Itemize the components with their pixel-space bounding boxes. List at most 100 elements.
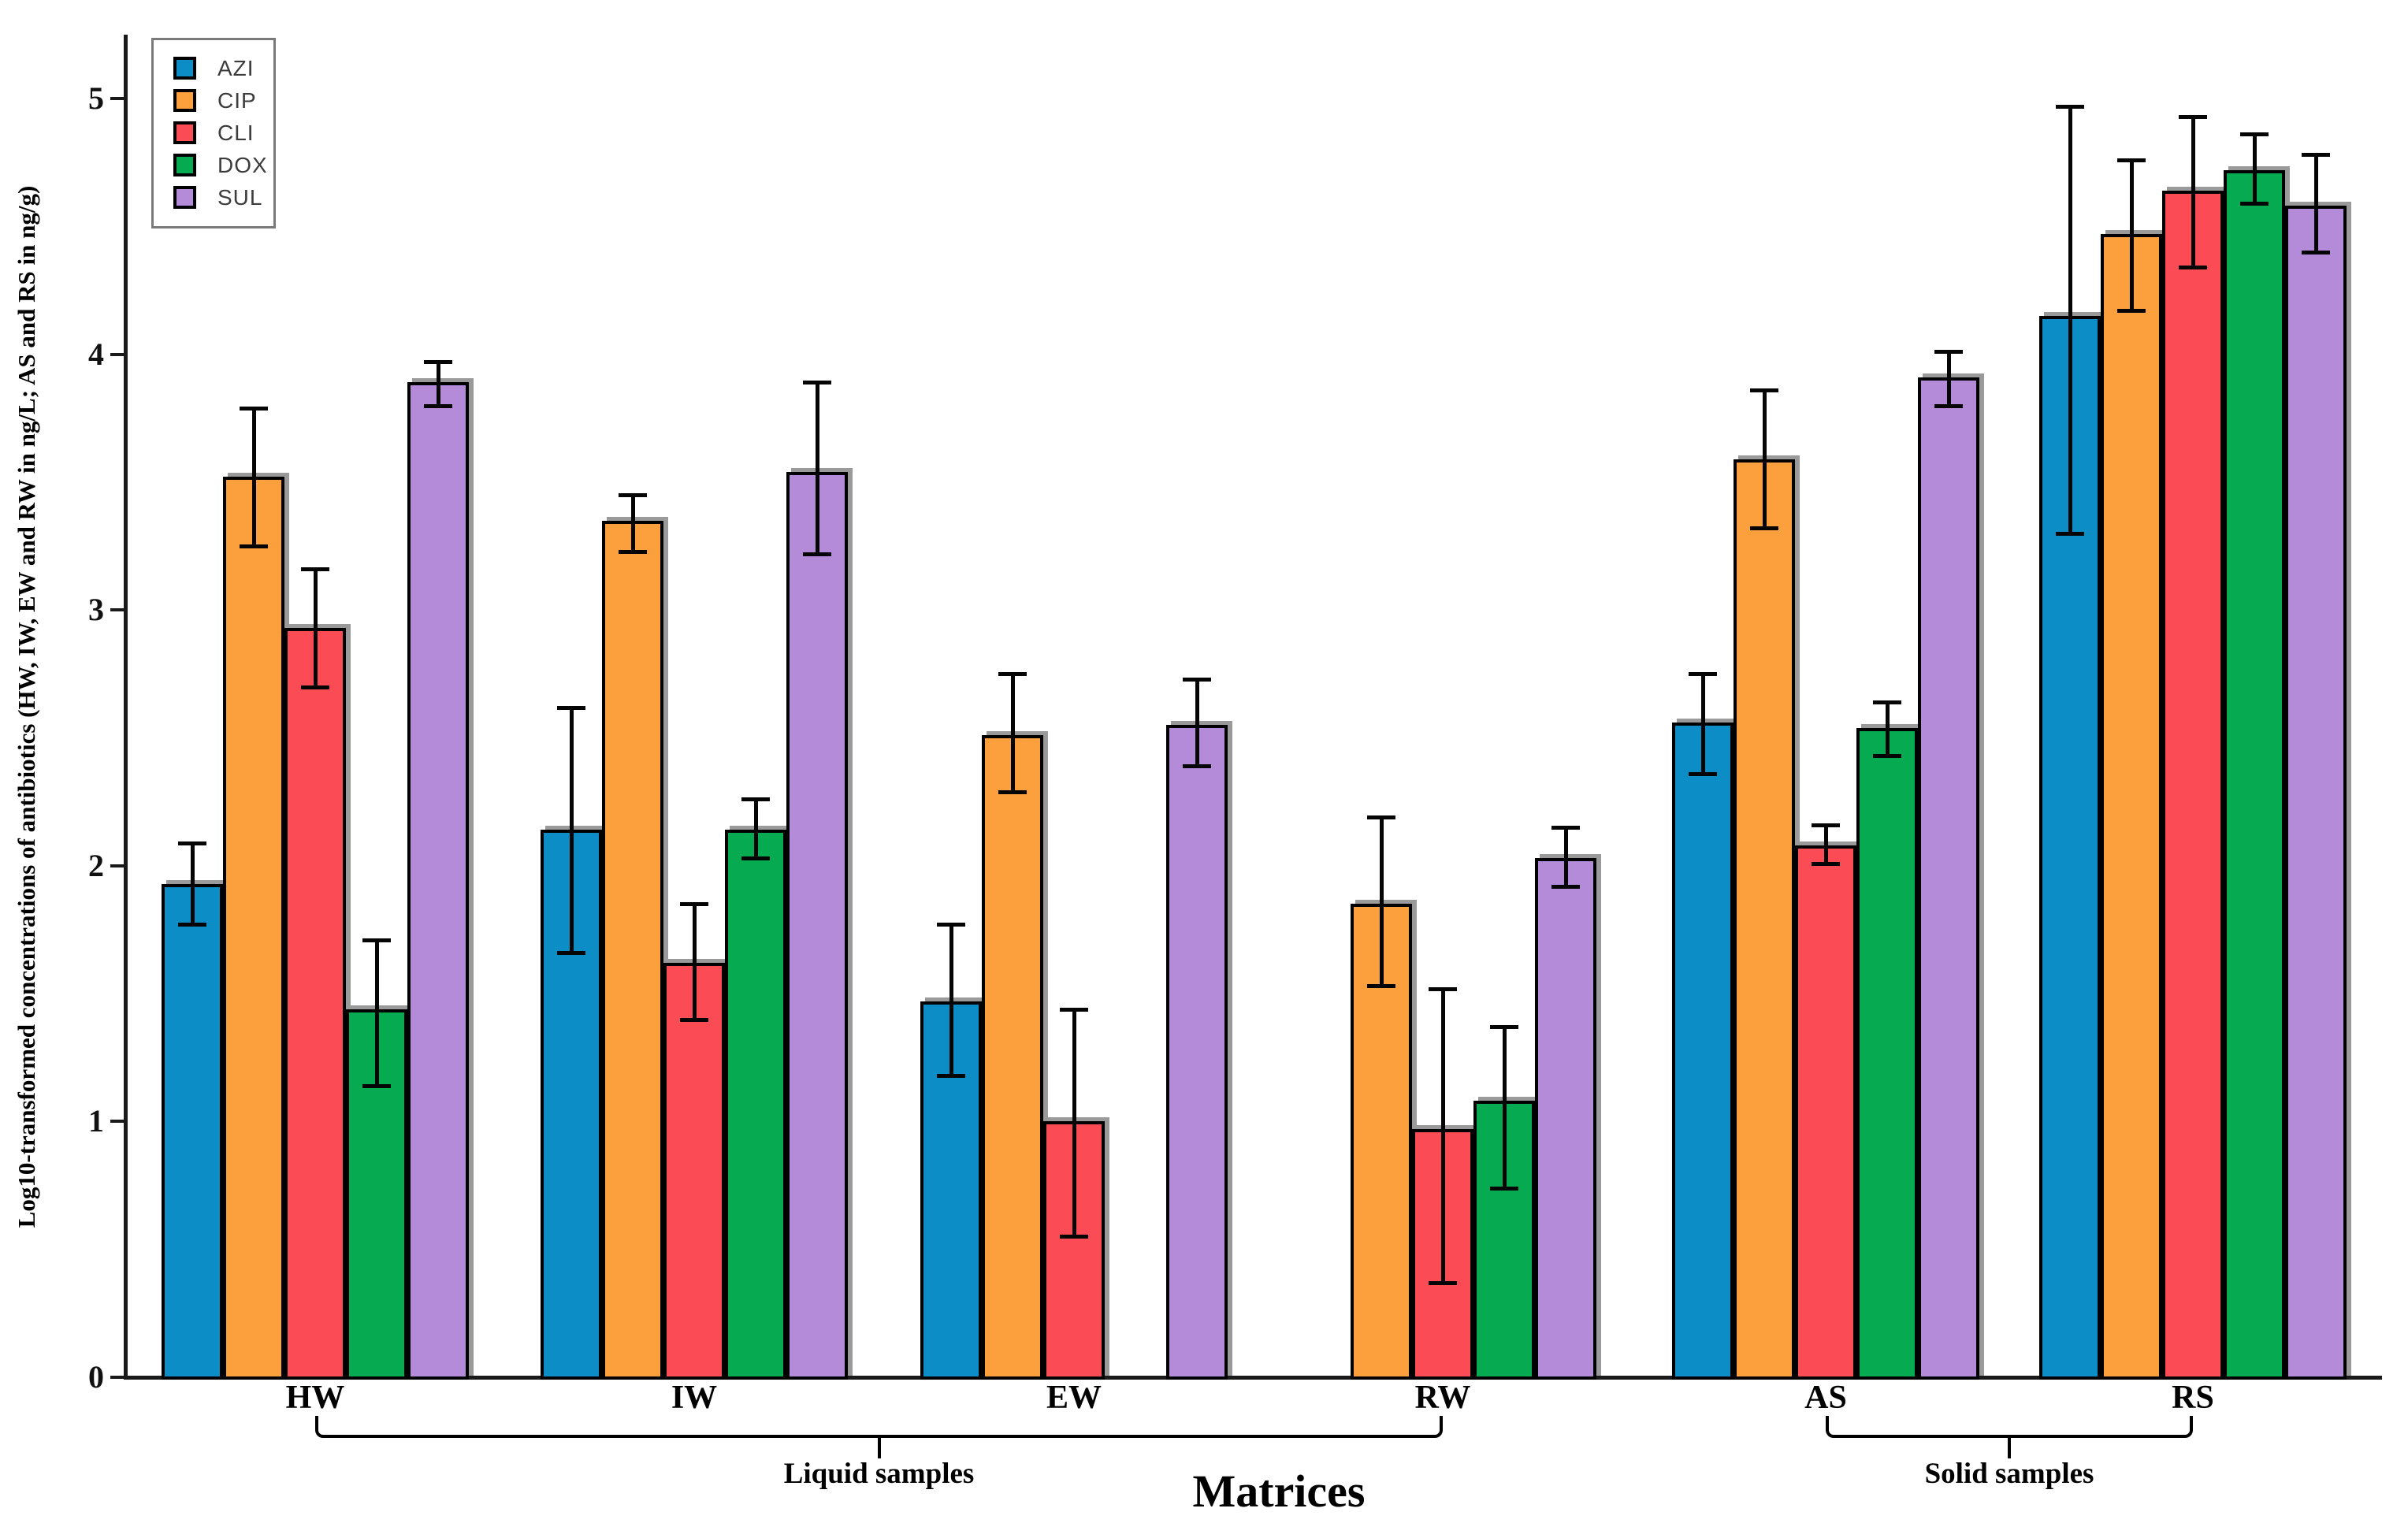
error-cap-bottom-CIP-RS: [2117, 309, 2146, 314]
legend-swatch-CLI: [173, 121, 196, 144]
x-axis-title: Matrices: [1192, 1466, 1366, 1517]
error-bar-SUL-RW: [1563, 827, 1568, 886]
error-cap-bottom-CIP-RW: [1367, 984, 1395, 989]
error-cap-top-AZI-AS: [1689, 672, 1717, 677]
legend-item-CLI: CLI: [154, 117, 273, 149]
legend-item-AZI: AZI: [154, 52, 273, 84]
error-bar-CIP-HW: [251, 407, 256, 547]
y-tick-label: 0: [88, 1359, 104, 1395]
legend-swatch-AZI: [173, 57, 196, 80]
bracket-label-solid-samples: Solid samples: [1924, 1458, 2094, 1490]
error-cap-top-DOX-HW: [362, 938, 391, 942]
error-bar-AZI-AS: [1700, 674, 1705, 774]
legend-item-DOX: DOX: [154, 149, 273, 181]
bar-CIP-RS: [2101, 234, 2162, 1380]
legend-item-CIP: CIP: [154, 84, 273, 117]
error-cap-top-SUL-IW: [803, 381, 831, 385]
error-cap-bottom-SUL-RW: [1551, 884, 1580, 889]
error-bar-CLI-RW: [1440, 988, 1445, 1283]
error-bar-CIP-EW: [1010, 674, 1015, 792]
bracket-notch: [877, 1436, 881, 1458]
bracket-notch: [2008, 1436, 2011, 1458]
error-cap-bottom-CIP-AS: [1750, 526, 1778, 531]
y-tick-label: 5: [88, 80, 104, 116]
error-cap-bottom-SUL-AS: [1934, 403, 1963, 408]
error-cap-top-CLI-HW: [301, 567, 329, 572]
error-cap-bottom-DOX-RS: [2240, 202, 2269, 206]
y-tick-label: 2: [88, 847, 104, 883]
bar-AZI-HW: [162, 883, 223, 1380]
error-cap-bottom-CLI-RS: [2179, 266, 2207, 270]
error-cap-top-CLI-RW: [1429, 986, 1457, 991]
legend-label: AZI: [217, 55, 255, 80]
bar-DOX-RW: [1473, 1101, 1535, 1380]
x-tick-label-EW: EW: [1046, 1380, 1102, 1416]
error-cap-top-DOX-AS: [1873, 700, 1901, 705]
bar-DOX-RS: [2224, 169, 2285, 1380]
bar-CIP-HW: [223, 477, 284, 1380]
bar-DOX-IW: [725, 830, 786, 1380]
error-cap-bottom-DOX-IW: [741, 856, 770, 861]
error-cap-bottom-SUL-RS: [2302, 250, 2330, 254]
error-cap-bottom-SUL-HW: [424, 403, 452, 408]
error-cap-bottom-CLI-RW: [1429, 1280, 1457, 1285]
error-bar-DOX-AS: [1885, 702, 1890, 756]
bar-SUL-AS: [1918, 377, 1979, 1380]
error-cap-bottom-AZI-EW: [937, 1073, 965, 1078]
error-bar-SUL-AS: [1946, 351, 1951, 406]
error-cap-top-DOX-RS: [2240, 132, 2269, 137]
y-axis-title: Log10-transformed concentrations of anti…: [13, 185, 40, 1228]
error-bar-CLI-HW: [313, 569, 318, 687]
bar-CIP-RW: [1351, 904, 1412, 1380]
error-bar-DOX-RW: [1502, 1027, 1507, 1188]
error-cap-bottom-AZI-IW: [557, 951, 585, 956]
error-cap-bottom-CLI-EW: [1060, 1235, 1088, 1239]
error-cap-top-AZI-IW: [557, 705, 585, 710]
error-cap-top-CIP-IW: [619, 493, 647, 498]
y-tick-mark: [110, 97, 125, 100]
bar-SUL-IW: [786, 471, 848, 1380]
error-cap-bottom-CIP-IW: [619, 549, 647, 554]
error-bar-CLI-IW: [692, 904, 697, 1020]
bar-SUL-HW: [407, 382, 469, 1380]
error-bar-CIP-IW: [630, 495, 635, 552]
y-tick-mark: [110, 1120, 125, 1124]
error-cap-top-SUL-AS: [1934, 350, 1963, 355]
y-tick-mark: [110, 608, 125, 612]
error-bar-AZI-IW: [569, 707, 574, 953]
error-bar-SUL-RS: [2313, 154, 2318, 252]
bracket-label-liquid-samples: Liquid samples: [783, 1458, 975, 1490]
y-tick-mark: [110, 352, 125, 356]
bar-SUL-RW: [1535, 858, 1596, 1380]
error-bar-DOX-RS: [2252, 134, 2257, 204]
y-tick-label: 3: [88, 592, 104, 628]
error-bar-CIP-RS: [2129, 159, 2134, 311]
error-cap-bottom-CLI-AS: [1812, 861, 1840, 866]
bar-CLI-AS: [1795, 845, 1856, 1380]
legend: AZI CIP CLI DOX SUL: [151, 38, 276, 228]
error-cap-bottom-AZI-AS: [1689, 771, 1717, 776]
bar-SUL-EW: [1166, 725, 1228, 1380]
error-cap-top-CLI-EW: [1060, 1007, 1088, 1012]
error-cap-top-DOX-RW: [1490, 1025, 1518, 1030]
bar-SUL-RS: [2285, 206, 2347, 1380]
error-cap-top-CIP-AS: [1750, 388, 1778, 393]
x-tick-label-AS: AS: [1804, 1380, 1847, 1416]
error-cap-top-SUL-HW: [424, 360, 452, 365]
error-cap-top-SUL-EW: [1183, 677, 1211, 682]
error-cap-bottom-DOX-AS: [1873, 754, 1901, 759]
bar-CIP-AS: [1734, 459, 1795, 1380]
error-cap-bottom-AZI-HW: [178, 923, 206, 927]
legend-label: DOX: [217, 152, 268, 177]
error-cap-top-CLI-IW: [680, 902, 708, 907]
error-cap-bottom-CIP-EW: [998, 789, 1027, 794]
x-tick-label-RS: RS: [2172, 1380, 2214, 1416]
error-cap-top-CIP-RW: [1367, 815, 1395, 820]
error-bar-CIP-RW: [1379, 817, 1384, 986]
bar-CLI-IW: [663, 963, 725, 1380]
error-bar-AZI-EW: [949, 924, 953, 1075]
error-cap-bottom-CIP-HW: [240, 544, 268, 549]
error-cap-top-CLI-RS: [2179, 114, 2207, 119]
bar-DOX-AS: [1856, 727, 1918, 1380]
